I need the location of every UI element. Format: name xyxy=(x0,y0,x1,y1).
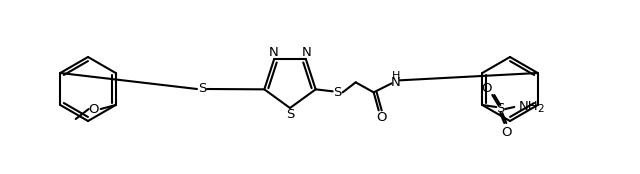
Text: S: S xyxy=(198,82,206,96)
Text: NH: NH xyxy=(518,100,538,113)
Text: N: N xyxy=(391,76,401,89)
Text: 2: 2 xyxy=(537,104,543,114)
Text: O: O xyxy=(88,102,99,116)
Text: S: S xyxy=(333,86,342,99)
Text: O: O xyxy=(376,111,387,124)
Text: S: S xyxy=(496,102,504,116)
Text: N: N xyxy=(268,46,278,59)
Text: O: O xyxy=(481,81,492,94)
Text: O: O xyxy=(501,126,511,140)
Text: N: N xyxy=(302,46,312,59)
Text: H: H xyxy=(392,71,400,81)
Text: S: S xyxy=(286,109,294,121)
